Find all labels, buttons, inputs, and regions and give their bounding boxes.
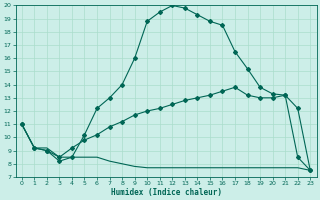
X-axis label: Humidex (Indice chaleur): Humidex (Indice chaleur) xyxy=(110,188,221,197)
